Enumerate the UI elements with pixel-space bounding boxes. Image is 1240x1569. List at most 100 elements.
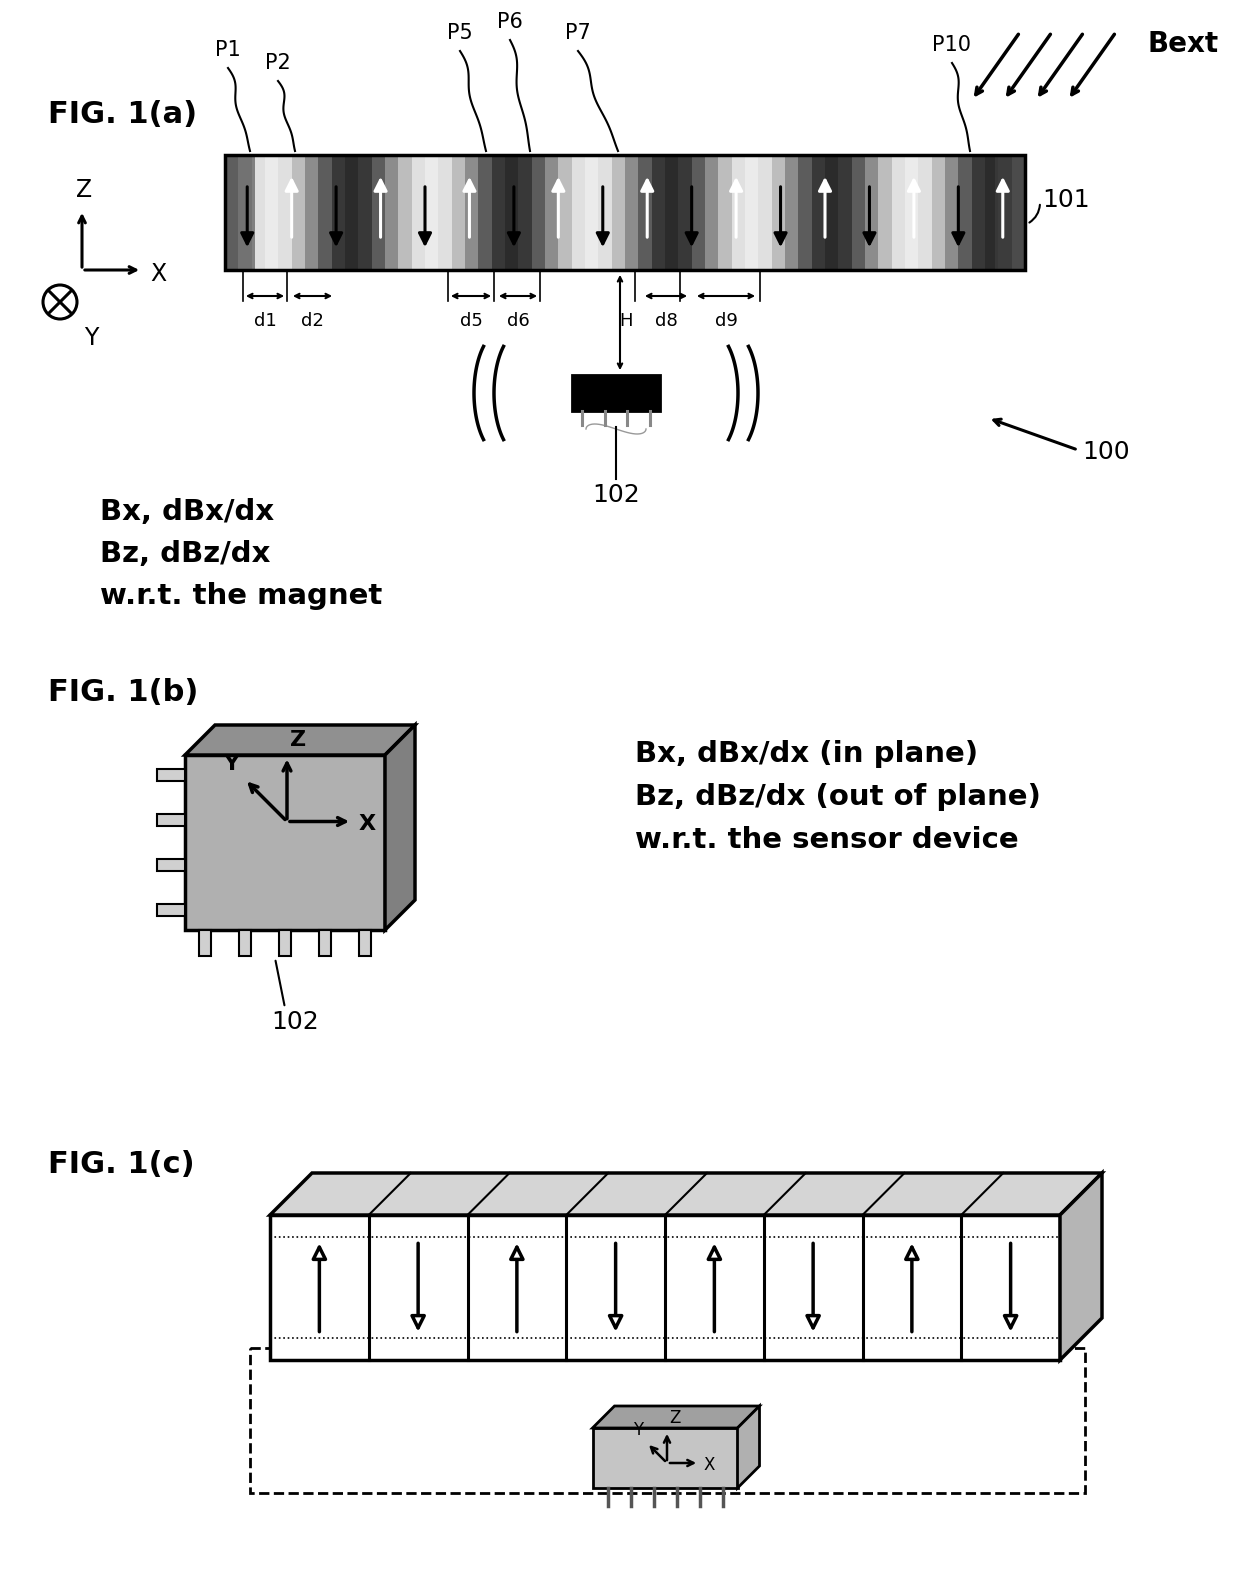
Bar (239, 930, 250, 956)
Bar (479, 155, 492, 270)
Bar (250, 1348, 1085, 1494)
Bar (425, 155, 438, 270)
Text: 101: 101 (1042, 188, 1090, 212)
Bar (1012, 155, 1025, 270)
Bar (384, 155, 398, 270)
Bar (238, 155, 252, 270)
Bar (745, 155, 759, 270)
Bar (599, 155, 611, 270)
Bar (593, 1428, 738, 1487)
Bar (905, 155, 919, 270)
Text: 102: 102 (593, 483, 640, 507)
Bar (319, 155, 331, 270)
Text: X: X (150, 262, 166, 286)
Bar (360, 930, 371, 956)
Bar (185, 755, 384, 930)
Text: d6: d6 (507, 312, 529, 329)
Bar (825, 155, 838, 270)
Text: FIG. 1(a): FIG. 1(a) (48, 100, 197, 129)
Bar (639, 155, 652, 270)
Text: P6: P6 (497, 13, 523, 31)
Text: d2: d2 (301, 312, 324, 329)
Text: Z: Z (76, 177, 92, 202)
Text: w.r.t. the sensor device: w.r.t. the sensor device (635, 825, 1018, 854)
Text: X: X (703, 1456, 714, 1473)
Bar (518, 155, 532, 270)
Bar (157, 904, 185, 916)
Text: d5: d5 (460, 312, 482, 329)
Bar (157, 814, 185, 825)
Text: d8: d8 (655, 312, 677, 329)
Bar (665, 155, 678, 270)
Polygon shape (738, 1406, 759, 1487)
Bar (398, 155, 412, 270)
Bar (465, 155, 479, 270)
Text: P7: P7 (565, 24, 591, 42)
Polygon shape (593, 1406, 759, 1428)
Bar (157, 769, 185, 781)
Bar (558, 155, 572, 270)
Text: P2: P2 (265, 53, 291, 74)
Bar (866, 155, 878, 270)
Text: w.r.t. the magnet: w.r.t. the magnet (100, 582, 382, 610)
Bar (572, 375, 660, 411)
Bar (331, 155, 345, 270)
Text: Y: Y (223, 753, 239, 774)
Bar (945, 155, 959, 270)
Bar (919, 155, 931, 270)
Bar (319, 930, 331, 956)
Bar (198, 930, 211, 956)
Bar (931, 155, 945, 270)
Bar (572, 155, 585, 270)
Bar (759, 155, 771, 270)
Text: d9: d9 (714, 312, 738, 329)
Text: P10: P10 (932, 35, 971, 55)
Text: Bx, dBx/dx (in plane): Bx, dBx/dx (in plane) (635, 741, 978, 767)
Polygon shape (185, 725, 415, 755)
Bar (451, 155, 465, 270)
Bar (252, 155, 265, 270)
Bar (625, 155, 639, 270)
Bar (706, 155, 718, 270)
Bar (157, 858, 185, 871)
Text: Bext: Bext (1148, 30, 1219, 58)
Text: FIG. 1(b): FIG. 1(b) (48, 678, 198, 708)
Polygon shape (270, 1174, 1102, 1214)
Bar (652, 155, 665, 270)
Text: Z: Z (290, 730, 306, 750)
Text: FIG. 1(c): FIG. 1(c) (48, 1150, 195, 1178)
Bar (278, 155, 291, 270)
Bar (838, 155, 852, 270)
Bar (505, 155, 518, 270)
Bar (585, 155, 599, 270)
Text: Z: Z (670, 1409, 681, 1426)
Bar (878, 155, 892, 270)
Bar (532, 155, 546, 270)
Bar (771, 155, 785, 270)
Bar (678, 155, 692, 270)
Polygon shape (1060, 1174, 1102, 1360)
Bar (291, 155, 305, 270)
Bar (270, 1214, 1060, 1360)
Bar (972, 155, 985, 270)
Bar (985, 155, 998, 270)
Bar (799, 155, 812, 270)
Bar (438, 155, 451, 270)
Bar (358, 155, 372, 270)
Bar (959, 155, 972, 270)
Bar (785, 155, 799, 270)
Bar (692, 155, 706, 270)
Bar (546, 155, 558, 270)
Bar (224, 155, 1025, 270)
Text: X: X (360, 814, 376, 835)
Text: P5: P5 (448, 24, 472, 42)
Text: Y: Y (84, 326, 98, 350)
Text: Y: Y (632, 1422, 644, 1439)
Text: P1: P1 (215, 39, 241, 60)
Bar (718, 155, 732, 270)
Text: H: H (619, 312, 632, 329)
Text: 100: 100 (1083, 439, 1130, 464)
Bar (892, 155, 905, 270)
Bar (372, 155, 384, 270)
Polygon shape (384, 725, 415, 930)
